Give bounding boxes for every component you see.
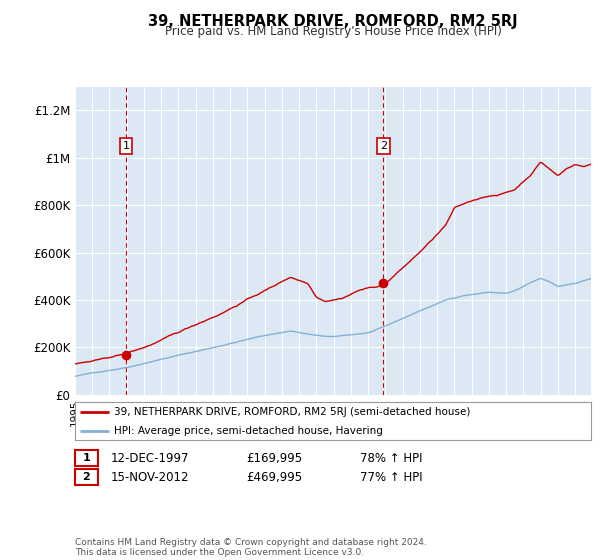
Text: 39, NETHERPARK DRIVE, ROMFORD, RM2 5RJ: 39, NETHERPARK DRIVE, ROMFORD, RM2 5RJ — [148, 14, 518, 29]
Text: 12-DEC-1997: 12-DEC-1997 — [111, 451, 190, 465]
Text: 77% ↑ HPI: 77% ↑ HPI — [360, 470, 422, 484]
Text: HPI: Average price, semi-detached house, Havering: HPI: Average price, semi-detached house,… — [114, 426, 383, 436]
Text: 15-NOV-2012: 15-NOV-2012 — [111, 470, 190, 484]
Text: 2: 2 — [83, 472, 90, 482]
Text: 1: 1 — [122, 141, 130, 151]
Text: Contains HM Land Registry data © Crown copyright and database right 2024.
This d: Contains HM Land Registry data © Crown c… — [75, 538, 427, 557]
Text: £469,995: £469,995 — [246, 470, 302, 484]
Text: 39, NETHERPARK DRIVE, ROMFORD, RM2 5RJ (semi-detached house): 39, NETHERPARK DRIVE, ROMFORD, RM2 5RJ (… — [114, 407, 470, 417]
Text: 78% ↑ HPI: 78% ↑ HPI — [360, 451, 422, 465]
Text: 1: 1 — [83, 453, 90, 463]
Text: Price paid vs. HM Land Registry's House Price Index (HPI): Price paid vs. HM Land Registry's House … — [164, 25, 502, 38]
Text: £169,995: £169,995 — [246, 451, 302, 465]
Text: 2: 2 — [380, 141, 387, 151]
